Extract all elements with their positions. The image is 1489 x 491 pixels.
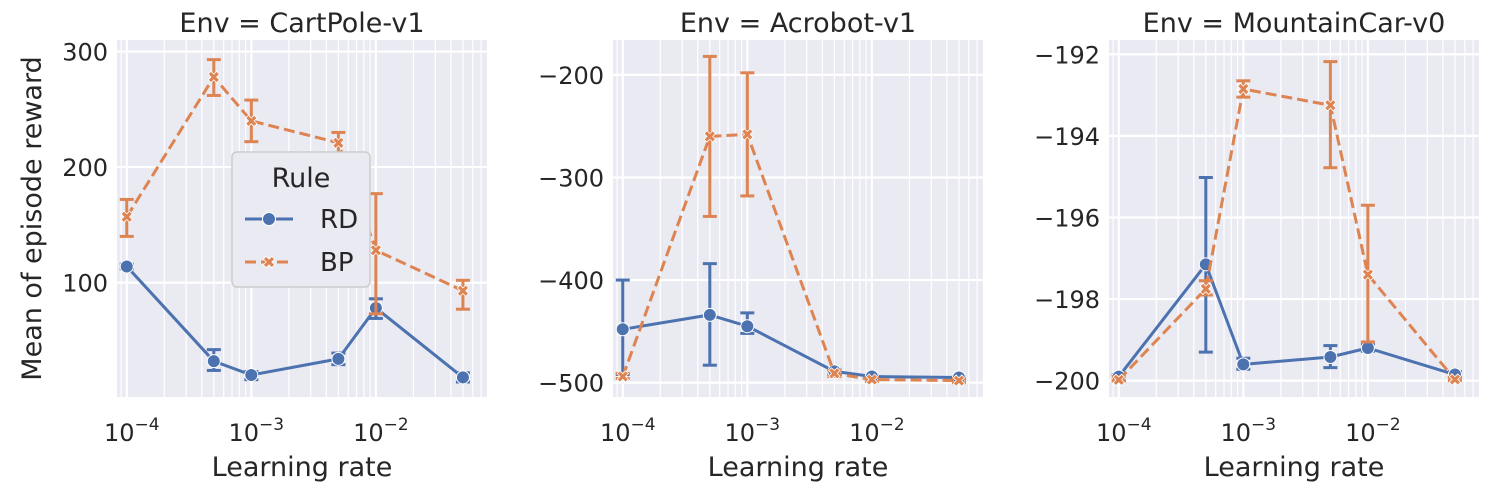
- data-point-bp: [207, 70, 221, 84]
- x-axis-label: Learning rate: [708, 452, 889, 483]
- data-point-bp: [245, 114, 258, 128]
- series-line-bp: [1117, 87, 1457, 381]
- data-point-rd: [119, 259, 134, 274]
- panel-acrobot: Env = Acrobot-v1 10−4 10−3 10−2 −500 −400 −300…: [538, 8, 983, 483]
- legend-entry-rd: RD: [245, 205, 358, 235]
- data-point-bp: [865, 373, 879, 386]
- legend-title: Rule: [272, 163, 331, 194]
- series-line-rd: [125, 265, 464, 379]
- data-point-rd: [331, 351, 346, 366]
- panel-title: Env = Acrobot-v1: [680, 8, 916, 39]
- data-point-rd: [1360, 341, 1375, 356]
- y-tick-label: −200: [1034, 368, 1100, 396]
- error-bar-bp: [368, 192, 383, 316]
- y-tick-label: −200: [538, 62, 604, 90]
- plot-area: [613, 40, 983, 397]
- x-tick-label: 10−3: [229, 415, 285, 447]
- data-point-bp: [616, 370, 629, 383]
- data-point-bp: [1237, 82, 1250, 96]
- x-tick-label: 10−3: [725, 415, 781, 447]
- series-line-bp: [125, 75, 464, 293]
- data-point-bp: [952, 374, 966, 387]
- data-point-bp: [1199, 282, 1213, 296]
- panel-title: Env = MountainCar-v0: [1143, 8, 1446, 39]
- x-tick-label: 10−4: [600, 415, 656, 447]
- legend-entry-bp: BP: [245, 248, 354, 278]
- data-point-bp: [120, 210, 133, 223]
- series-bp: [615, 54, 966, 387]
- legend-marker-bp: [262, 255, 276, 269]
- x-tick-label: 10−3: [1221, 415, 1277, 447]
- data-point-bp: [456, 284, 470, 297]
- y-tick-label: 200: [62, 154, 108, 182]
- data-point-bp: [703, 130, 717, 143]
- y-tick-label: 100: [62, 270, 108, 298]
- x-axis-label: Learning rate: [1204, 452, 1385, 483]
- data-point-bp: [369, 244, 383, 257]
- data-point-rd: [455, 370, 470, 385]
- data-point-bp: [1448, 373, 1462, 386]
- data-point-rd: [1236, 357, 1251, 372]
- data-point-rd: [244, 368, 259, 383]
- panel-mountaincar: Env = MountainCar-v0 10−4 10−3 10−2 −200 −198…: [1034, 8, 1479, 483]
- legend-label: BP: [320, 248, 354, 278]
- data-point-rd: [702, 307, 717, 322]
- x-tick-label: 10−4: [104, 415, 160, 447]
- y-tick-label: −300: [538, 164, 604, 192]
- y-tick-label: −400: [538, 267, 604, 295]
- x-axis-label: Learning rate: [212, 452, 393, 483]
- error-bar-bp: [455, 278, 470, 311]
- x-tick-label: 10−2: [849, 415, 905, 447]
- y-tick-label: 300: [62, 39, 108, 67]
- data-point-rd: [740, 319, 755, 334]
- x-tick-label: 10−2: [1345, 415, 1401, 447]
- x-tick-label: 10−2: [353, 415, 409, 447]
- y-axis-label: Mean of episode reward: [17, 56, 48, 380]
- series-line-rd: [622, 313, 959, 379]
- data-point-rd: [615, 322, 630, 337]
- data-point-bp: [828, 367, 841, 380]
- data-point-bp: [1324, 99, 1337, 112]
- y-tick-label: −500: [538, 370, 604, 398]
- x-tick-label: 10−4: [1096, 415, 1152, 447]
- legend-marker-rd: [262, 212, 276, 226]
- legend: Rule RD BP: [231, 151, 371, 288]
- data-point-rd: [206, 354, 221, 369]
- series-line-bp: [621, 132, 959, 383]
- data-point-bp: [1361, 268, 1375, 281]
- series-bp: [119, 58, 470, 316]
- legend-frame: [231, 151, 371, 288]
- y-tick-label: −192: [1034, 41, 1100, 69]
- data-point-rd: [1323, 350, 1338, 365]
- error-bar-bp: [1323, 60, 1338, 170]
- data-point-bp: [741, 128, 754, 141]
- y-tick-label: −196: [1034, 204, 1100, 232]
- series-bp: [1111, 60, 1462, 387]
- data-point-bp: [1112, 373, 1125, 387]
- legend-label: RD: [320, 205, 358, 235]
- data-point-bp: [332, 136, 345, 150]
- panel-title: Env = CartPole-v1: [179, 8, 424, 39]
- y-tick-label: −198: [1034, 286, 1100, 314]
- y-tick-label: −194: [1034, 123, 1100, 151]
- series-line-rd: [1117, 262, 1456, 378]
